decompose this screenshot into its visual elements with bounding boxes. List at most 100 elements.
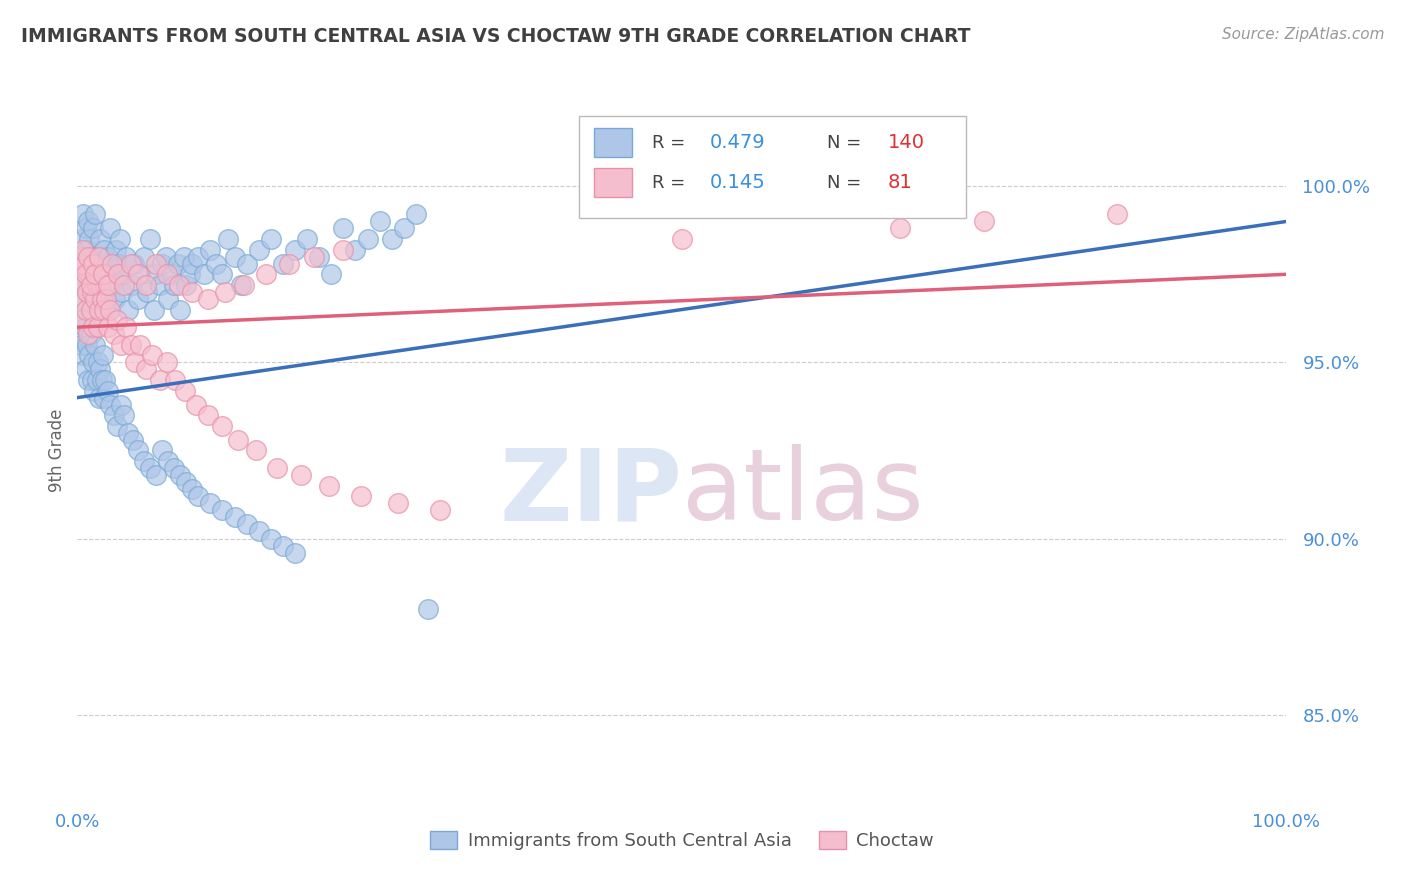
Point <box>169 468 191 483</box>
Text: N =: N = <box>827 174 868 192</box>
Point <box>73 320 96 334</box>
Point <box>76 243 98 257</box>
Point <box>235 257 257 271</box>
Point <box>101 257 124 271</box>
Point <box>271 539 294 553</box>
Point <box>72 257 94 271</box>
Point <box>82 257 104 271</box>
Point <box>405 207 427 221</box>
Point <box>87 355 110 369</box>
Point <box>155 250 177 264</box>
Point <box>214 285 236 299</box>
Point <box>75 302 97 317</box>
Point <box>82 250 104 264</box>
Point <box>82 221 104 235</box>
Point <box>67 268 90 282</box>
Point <box>148 373 170 387</box>
Point <box>93 391 115 405</box>
Point <box>105 313 128 327</box>
Point <box>94 292 117 306</box>
Point <box>73 257 96 271</box>
Text: atlas: atlas <box>682 444 924 541</box>
Point <box>87 391 110 405</box>
Point <box>197 292 219 306</box>
Point <box>89 362 111 376</box>
Point <box>84 338 107 352</box>
Point <box>76 285 98 299</box>
Point <box>671 232 693 246</box>
Point <box>205 257 228 271</box>
Point <box>89 232 111 246</box>
Point <box>179 268 201 282</box>
Point <box>73 268 96 282</box>
Point <box>132 250 155 264</box>
Point <box>79 268 101 282</box>
Point <box>260 232 283 246</box>
Point <box>91 348 114 362</box>
FancyBboxPatch shape <box>593 128 633 157</box>
Point <box>87 302 110 317</box>
Point <box>86 302 108 317</box>
Point <box>87 320 110 334</box>
Point <box>889 221 911 235</box>
Point <box>69 277 91 292</box>
Point <box>117 425 139 440</box>
Point <box>79 292 101 306</box>
Point <box>108 232 131 246</box>
Point <box>211 418 233 433</box>
Point <box>332 243 354 257</box>
Point <box>226 433 249 447</box>
Point <box>233 277 256 292</box>
Point <box>70 232 93 246</box>
Point <box>89 277 111 292</box>
Point <box>224 250 246 264</box>
Y-axis label: 9th Grade: 9th Grade <box>48 409 66 492</box>
Point <box>76 338 98 352</box>
Point <box>350 489 373 503</box>
Point <box>90 285 112 299</box>
Text: 0.479: 0.479 <box>710 133 765 152</box>
Point <box>184 398 207 412</box>
Point <box>187 250 209 264</box>
Point <box>129 338 152 352</box>
Point <box>169 302 191 317</box>
Point <box>271 257 294 271</box>
Point <box>80 373 103 387</box>
Point <box>114 250 136 264</box>
Point <box>90 292 112 306</box>
Point <box>91 268 114 282</box>
Point <box>142 302 165 317</box>
Point <box>114 277 136 292</box>
Point <box>308 250 330 264</box>
Point <box>278 257 301 271</box>
Text: Source: ZipAtlas.com: Source: ZipAtlas.com <box>1222 27 1385 42</box>
Point <box>96 277 118 292</box>
Point <box>107 257 129 271</box>
Point <box>145 468 167 483</box>
Point <box>167 277 190 292</box>
Point <box>229 277 252 292</box>
Point <box>150 443 173 458</box>
Point <box>105 243 128 257</box>
Point <box>165 373 187 387</box>
Point <box>79 327 101 342</box>
Point <box>218 232 240 246</box>
Point <box>75 302 97 317</box>
Point <box>103 268 125 282</box>
Point <box>1107 207 1129 221</box>
Point <box>174 475 197 490</box>
Text: 140: 140 <box>887 133 925 152</box>
Point <box>368 214 391 228</box>
Point <box>235 517 257 532</box>
Point <box>181 257 204 271</box>
Point <box>381 232 404 246</box>
Point <box>69 327 91 342</box>
Point <box>79 277 101 292</box>
Point <box>200 496 222 510</box>
Point <box>295 232 318 246</box>
Point <box>98 221 121 235</box>
Point <box>84 292 107 306</box>
Point <box>266 461 288 475</box>
Point <box>76 285 98 299</box>
Point <box>318 478 340 492</box>
